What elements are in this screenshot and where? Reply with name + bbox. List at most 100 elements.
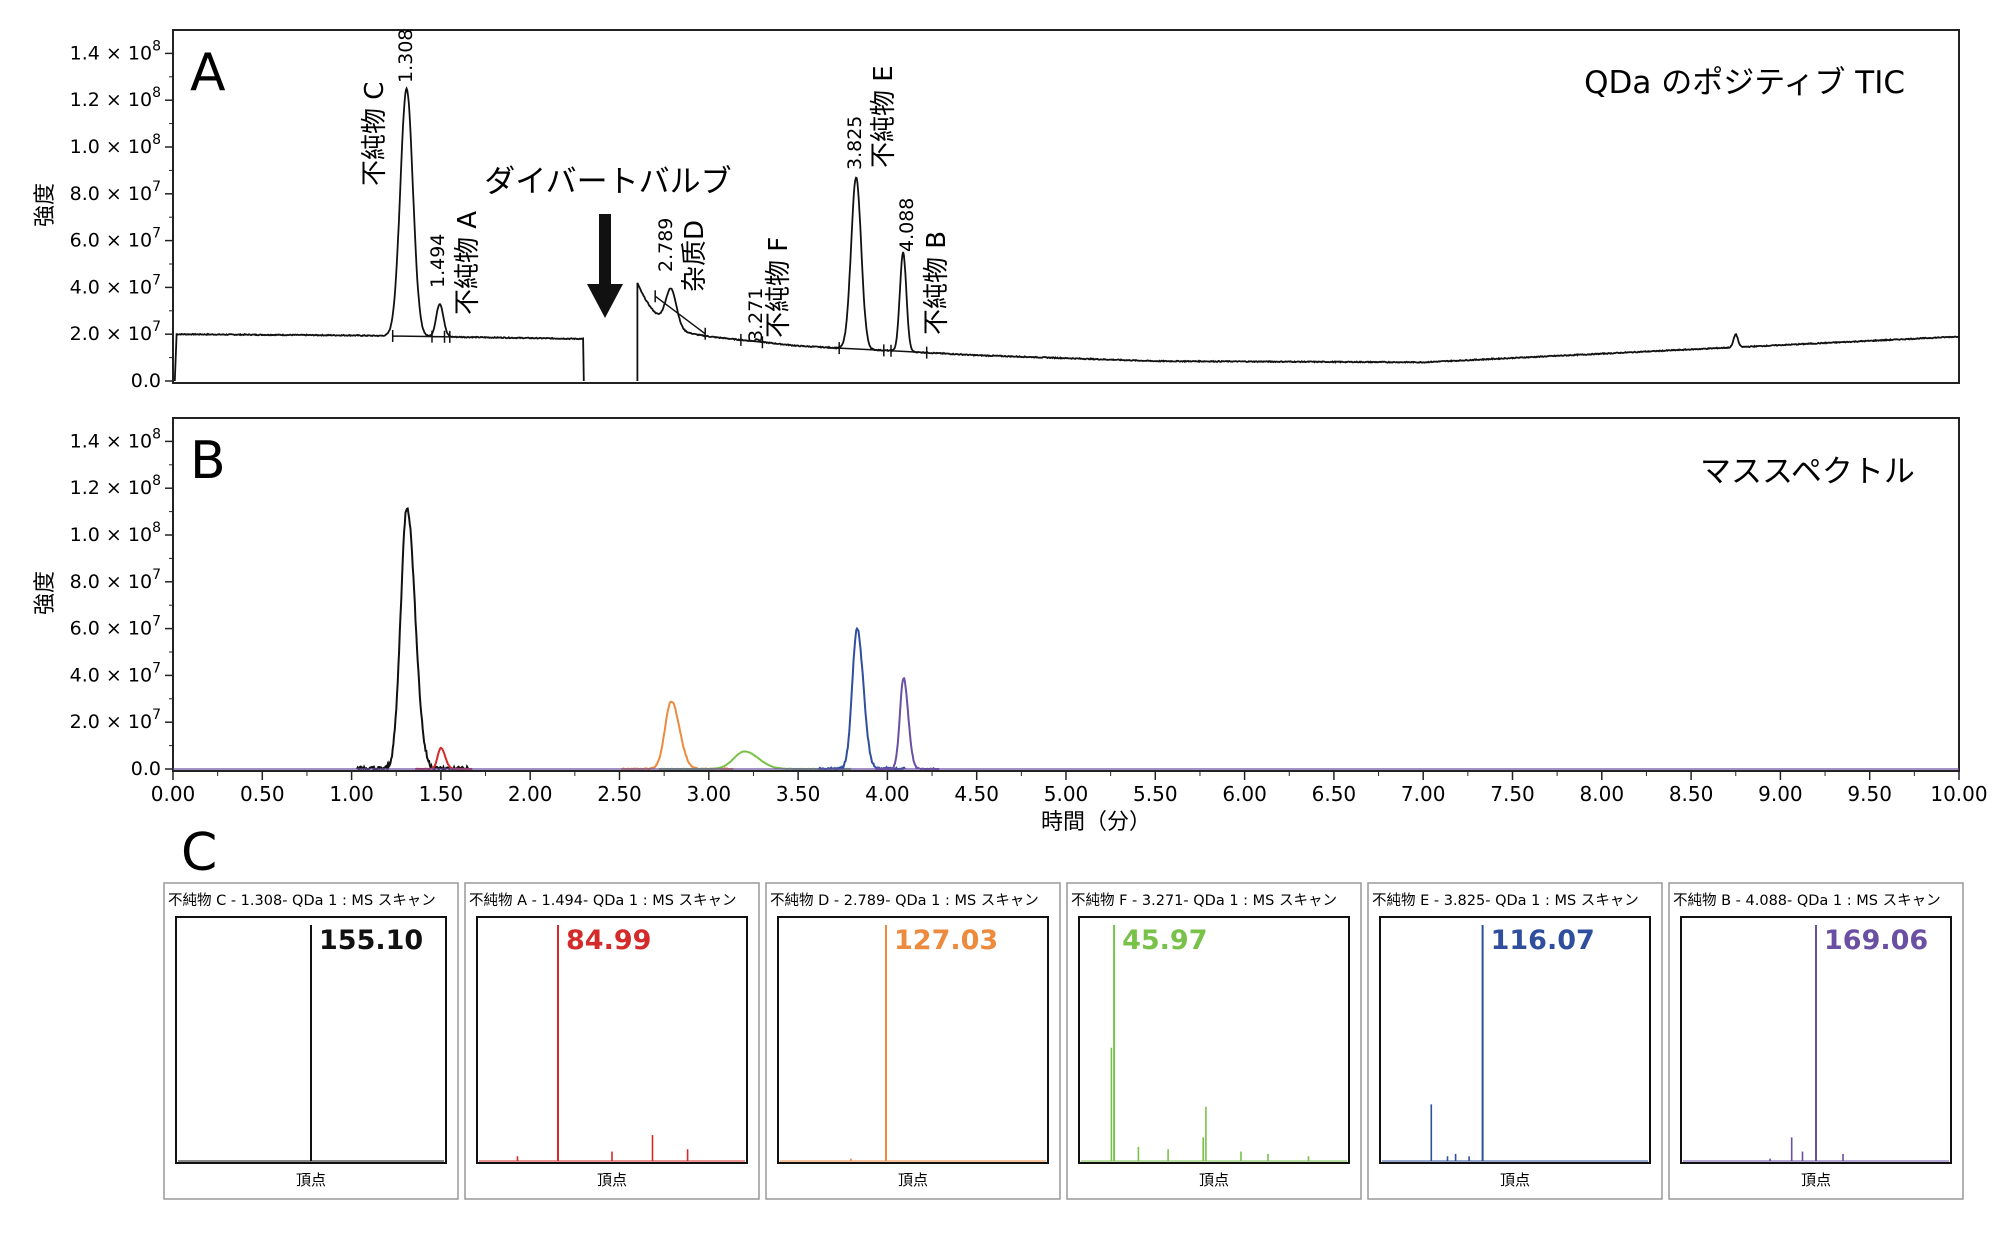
- spectrum-box-5: 不純物 E - 3.825- QDa 1 : MS スキャン 116.07 頂点: [1367, 882, 1663, 1200]
- spectrum-box-3: 不純物 D - 2.789- QDa 1 : MS スキャン 127.03 頂点: [765, 882, 1061, 1200]
- base-peak-mz-label: 155.10: [319, 925, 423, 956]
- spectrum-footer: 頂点: [1199, 1171, 1229, 1189]
- y-tick-label: 1.4 × 108: [70, 38, 161, 64]
- spectrum-footer: 頂点: [597, 1171, 627, 1189]
- y-tick-exponent: 8: [152, 132, 161, 148]
- x-tick-label: 10.00: [1930, 782, 1987, 806]
- y-tick-exponent: 8: [152, 85, 161, 101]
- spectrum-plot-frame: [1078, 916, 1350, 1164]
- y-tick-exponent: 8: [152, 38, 161, 54]
- peak-rt: 1.494: [427, 234, 449, 288]
- panel-a-tic-trace: [173, 86, 1960, 382]
- y-tick-label: 2.0 × 107: [70, 707, 161, 733]
- panel-a-title: QDa のポジティブ TIC: [1584, 65, 1905, 101]
- peak-name: 不純物 F: [764, 237, 794, 338]
- spectrum-header: 不純物 F - 3.271- QDa 1 : MS スキャン: [1071, 892, 1337, 909]
- y-tick-exponent: 7: [152, 272, 161, 288]
- x-tick-label: 0.50: [240, 782, 285, 806]
- peak-rt: 3.825: [844, 116, 866, 170]
- y-tick-exponent: 7: [152, 567, 161, 583]
- x-tick-label: 9.00: [1758, 782, 1803, 806]
- spectrum-header: 不純物 A - 1.494- QDa 1 : MS スキャン: [469, 892, 737, 909]
- panel-a-ylabel: 強度: [33, 183, 58, 227]
- peak-name: 不純物 B: [922, 231, 952, 335]
- spectrum-box-frame: [1066, 882, 1362, 1200]
- peak-label-e: 3.825 不純物 E: [844, 65, 899, 170]
- base-peak-mz-label: 45.97: [1122, 925, 1207, 956]
- y-tick-label: 8.0 × 107: [70, 567, 161, 593]
- x-tick-label: 6.00: [1222, 782, 1267, 806]
- base-peak-mz-label: 84.99: [566, 925, 651, 956]
- x-tick-label: 1.00: [329, 782, 374, 806]
- x-tick-label: 0.00: [151, 782, 196, 806]
- spectrum-plot-frame: [1379, 916, 1651, 1164]
- peak-rt: 3.271: [745, 288, 767, 342]
- panel-a: A QDa のポジティブ TIC 強度 0.0 2.0 × 107 4.0 × 10…: [33, 29, 1960, 392]
- y-tick-label: 0.0: [131, 758, 161, 780]
- peak-rt: 1.308: [395, 29, 417, 83]
- x-tick-label: 9.50: [1847, 782, 1892, 806]
- y-tick-label: 1.4 × 108: [70, 426, 161, 452]
- spectrum-header: 不純物 E - 3.825- QDa 1 : MS スキャン: [1372, 892, 1639, 909]
- panel-a-frame: [172, 29, 1960, 384]
- y-tick-label: 0.0: [131, 370, 161, 392]
- panel-a-letter: A: [190, 43, 226, 103]
- x-tick-label: 5.50: [1133, 782, 1178, 806]
- y-tick-exponent: 7: [152, 319, 161, 335]
- peak-rt: 2.789: [655, 218, 677, 272]
- y-tick-label: 8.0 × 107: [70, 179, 161, 205]
- x-tick-label: 8.50: [1669, 782, 1714, 806]
- spectrum-header: 不純物 C - 1.308- QDa 1 : MS スキャン: [168, 892, 436, 909]
- peak-label-f: 3.271 不純物 F: [745, 237, 794, 342]
- panel-b-y-axis: 0.0 2.0 × 107 4.0 × 107 6.0 × 107 8.0 × 107 1…: [70, 426, 173, 780]
- peak-name: 不純物 E: [869, 65, 899, 168]
- y-tick-label: 4.0 × 107: [70, 272, 161, 298]
- panel-b-ylabel: 強度: [33, 571, 58, 615]
- spectrum-footer: 頂点: [1500, 1171, 1530, 1189]
- spectrum-footer: 頂点: [898, 1171, 928, 1189]
- y-tick-label: 1.0 × 108: [70, 132, 161, 158]
- x-tick-label: 1.50: [419, 782, 464, 806]
- y-tick-exponent: 7: [152, 179, 161, 195]
- peak-label-b: 4.088 不純物 B: [896, 198, 952, 335]
- x-tick-label: 4.50: [954, 782, 999, 806]
- y-tick-exponent: 8: [152, 473, 161, 489]
- x-tick-label: 2.00: [508, 782, 553, 806]
- x-tick-label: 5.00: [1044, 782, 1089, 806]
- panel-b-title: マススペクトル: [1700, 454, 1915, 490]
- spectrum-box-1: 不純物 C - 1.308- QDa 1 : MS スキャン 155.10 頂点: [163, 882, 459, 1200]
- xic-series-3: [621, 700, 734, 771]
- y-tick-label: 2.0 × 107: [70, 319, 161, 345]
- y-tick-exponent: 7: [152, 660, 161, 676]
- y-tick-label: 4.0 × 107: [70, 660, 161, 686]
- spectrum-box-frame: [765, 882, 1061, 1200]
- spectrum-plot-frame: [175, 916, 447, 1164]
- base-peak-mz-label: 127.03: [894, 925, 998, 956]
- panel-b-xic-series: [173, 507, 1959, 773]
- divert-valve-arrow: [587, 214, 623, 318]
- base-peak-mz-label: 116.07: [1491, 925, 1595, 956]
- y-tick-label: 1.2 × 108: [70, 85, 161, 111]
- x-tick-label: 2.50: [597, 782, 642, 806]
- y-tick-exponent: 7: [152, 707, 161, 723]
- panel-b: B マススペクトル 強度 0.0 2.0 × 107 4.0 × 107 6.0 × …: [33, 417, 1988, 835]
- y-tick-label: 1.2 × 108: [70, 473, 161, 499]
- divert-valve-label: ダイバートバルブ: [484, 164, 731, 200]
- y-tick-label: 6.0 × 107: [70, 614, 161, 640]
- spectrum-header: 不純物 D - 2.789- QDa 1 : MS スキャン: [770, 892, 1039, 909]
- panel-a-y-axis: 0.0 2.0 × 107 4.0 × 107 6.0 × 107 8.0 × 107 1…: [70, 38, 173, 392]
- y-tick-exponent: 7: [152, 226, 161, 242]
- peak-name: 不純物 C: [360, 82, 390, 186]
- peak-name: 杂质D: [680, 220, 710, 292]
- x-tick-label: 3.00: [687, 782, 732, 806]
- xic-series-6: [874, 677, 940, 771]
- x-tick-label: 7.50: [1490, 782, 1535, 806]
- panel-a-integration-baselines: [391, 290, 928, 359]
- xic-series-5: [818, 626, 906, 772]
- y-tick-label: 6.0 × 107: [70, 226, 161, 252]
- spectrum-plot-frame: [1680, 916, 1952, 1164]
- x-tick-label: 7.00: [1401, 782, 1446, 806]
- x-axis-label: 時間（分）: [1041, 810, 1151, 835]
- spectrum-box-4: 不純物 F - 3.271- QDa 1 : MS スキャン 45.97 頂点: [1066, 882, 1362, 1200]
